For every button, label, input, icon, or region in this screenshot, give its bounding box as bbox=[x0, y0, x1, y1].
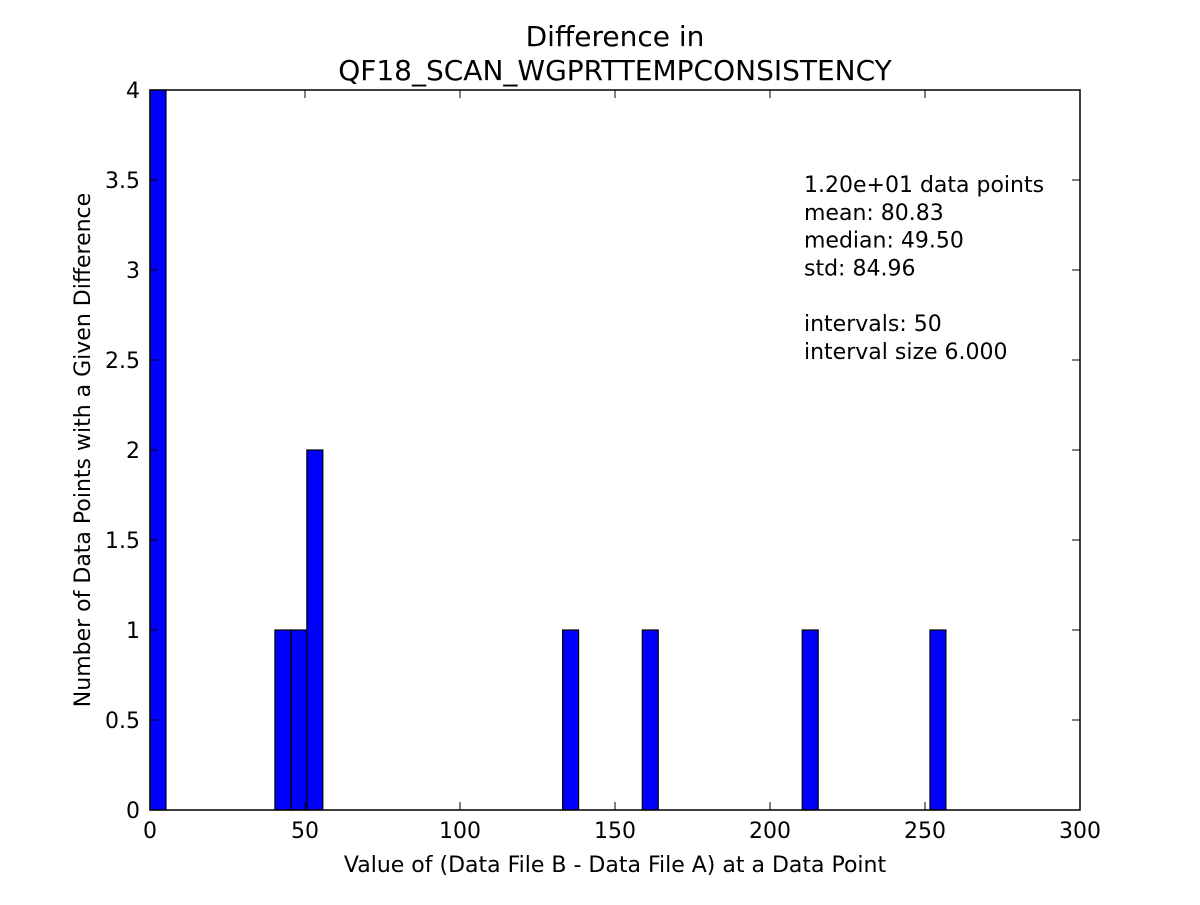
y-tick-label-2: 1 bbox=[126, 619, 140, 644]
y-tick-label-6: 3 bbox=[126, 259, 140, 284]
annotation-line-6: interval size 6.000 bbox=[804, 340, 1008, 365]
annotation-line-1: mean: 80.83 bbox=[804, 201, 944, 226]
histogram-bar-3 bbox=[306, 449, 324, 811]
y-tick-label-0: 0 bbox=[126, 799, 140, 824]
histogram-bar-2 bbox=[290, 629, 308, 811]
bars-layer bbox=[149, 89, 947, 811]
y-tick-label-1: 0.5 bbox=[105, 709, 140, 734]
y-axis-label: Number of Data Points with a Given Diffe… bbox=[71, 193, 96, 707]
x-tick-label-5: 250 bbox=[904, 819, 946, 844]
chart-title-line-1: Difference in bbox=[526, 20, 705, 53]
y-tick-label-4: 2 bbox=[126, 439, 140, 464]
x-tick-label-2: 100 bbox=[439, 819, 481, 844]
ticks-layer: 0 50 100 150 200 250 300 0 0.5 1 1.5 2 2.5 3 3.5 4 bbox=[105, 79, 1101, 844]
x-tick-label-4: 200 bbox=[749, 819, 791, 844]
stats-annotation: 1.20e+01 data points mean: 80.83 median: 4… bbox=[804, 173, 1044, 365]
annotation-line-3: std: 84.96 bbox=[804, 256, 915, 281]
annotation-line-5: intervals: 50 bbox=[804, 312, 942, 337]
histogram-bar-6 bbox=[801, 629, 819, 811]
y-tick-label-5: 2.5 bbox=[105, 349, 140, 374]
y-tick-label-8: 4 bbox=[126, 79, 140, 104]
annotation-line-0: 1.20e+01 data points bbox=[804, 173, 1044, 198]
x-tick-label-1: 50 bbox=[291, 819, 319, 844]
x-tick-label-3: 150 bbox=[594, 819, 636, 844]
x-axis-label: Value of (Data File B - Data File A) at … bbox=[344, 853, 887, 878]
y-tick-label-7: 3.5 bbox=[105, 169, 140, 194]
histogram-bar-1 bbox=[274, 629, 292, 811]
chart-title-line-2: QF18_SCAN_WGPRTTEMPCONSISTENCY bbox=[338, 54, 892, 87]
x-tick-label-0: 0 bbox=[143, 819, 157, 844]
y-tick-label-3: 1.5 bbox=[105, 529, 140, 554]
x-tick-label-6: 300 bbox=[1059, 819, 1101, 844]
histogram-bar-5 bbox=[641, 629, 659, 811]
annotation-line-2: median: 49.50 bbox=[804, 229, 964, 254]
histogram-bar-4 bbox=[562, 629, 580, 811]
histogram-bar-7 bbox=[929, 629, 947, 811]
